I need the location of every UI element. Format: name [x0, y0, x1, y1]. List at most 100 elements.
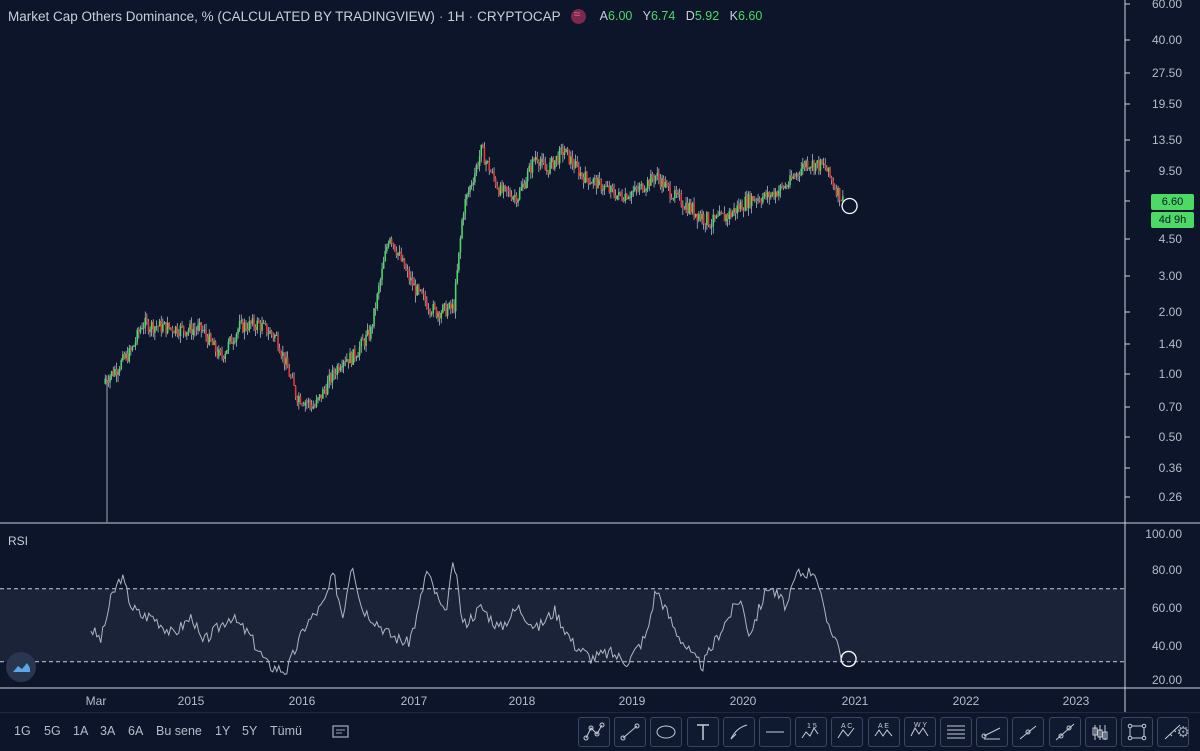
- candle-body: [550, 157, 553, 163]
- candle-body: [666, 182, 668, 184]
- long-line-tool-button[interactable]: [1048, 717, 1081, 747]
- candle-type-icon: [1092, 725, 1108, 740]
- candle-body: [171, 327, 174, 332]
- candle-body: [542, 158, 545, 164]
- candle-body: [389, 238, 391, 244]
- head-shoulders-icon: W Y: [910, 722, 929, 737]
- pattern-tool-button[interactable]: [578, 717, 610, 747]
- candle-body: [757, 198, 759, 201]
- candle-body: [312, 406, 315, 409]
- candle-body: [718, 211, 721, 216]
- candle-body: [610, 186, 612, 192]
- candle-body: [662, 178, 665, 188]
- candle-body: [747, 193, 750, 209]
- candle-body: [366, 329, 369, 335]
- candle-body: [827, 167, 830, 172]
- candle-body: [262, 322, 265, 324]
- candle-body: [378, 286, 380, 294]
- candle-body: [349, 352, 351, 364]
- candle-body: [216, 351, 219, 357]
- candle-body: [406, 269, 409, 272]
- line-tool-button[interactable]: [1012, 717, 1045, 747]
- candle-body: [531, 158, 534, 173]
- head-shoulders-tool-button[interactable]: W Y: [903, 717, 936, 747]
- abcd-pattern-tool-button[interactable]: A C: [831, 717, 864, 747]
- date-range-icon[interactable]: [332, 723, 350, 744]
- candle-body: [637, 188, 639, 191]
- settings-gear-icon[interactable]: ⚙: [1176, 724, 1190, 741]
- candle-body: [450, 302, 452, 309]
- ellipse-tool-button[interactable]: [650, 717, 683, 747]
- measure-tool-button[interactable]: [1157, 717, 1190, 747]
- timeframe-5y[interactable]: 5Y: [242, 724, 258, 738]
- candle-body: [598, 177, 601, 181]
- price-axis: 0.260.360.500.701.001.402.003.004.506.60…: [1125, 0, 1182, 504]
- candle-body: [398, 251, 401, 253]
- candle-body: [656, 173, 659, 176]
- candle-body: [646, 180, 649, 189]
- candle-body: [800, 168, 803, 176]
- candle-body: [821, 159, 823, 164]
- candle-type-tool-button[interactable]: [1084, 717, 1117, 747]
- candle-body: [483, 147, 486, 165]
- interval-label[interactable]: 1H: [447, 8, 465, 24]
- candle-body: [186, 332, 188, 336]
- price-tick-label: 19.50: [1152, 97, 1182, 111]
- close-value: 6.60: [737, 9, 763, 23]
- candle-body: [427, 308, 430, 310]
- candle-body: [811, 160, 814, 168]
- rsi-label[interactable]: RSI: [8, 534, 29, 548]
- candles-group: [104, 141, 858, 522]
- candle-body: [650, 174, 652, 186]
- timeframe-6a[interactable]: 6A: [128, 724, 144, 738]
- candle-body: [360, 338, 363, 347]
- fib-retracement-tool-button[interactable]: [940, 717, 972, 747]
- bar-countdown-tag: 4d 9h: [1151, 212, 1194, 228]
- elliott-wave-tool-button[interactable]: 1 5: [795, 717, 828, 747]
- horizontal-line-tool-button[interactable]: [759, 717, 791, 747]
- timeframe-all[interactable]: Tümü: [270, 724, 302, 738]
- candle-body: [768, 192, 771, 198]
- tradingview-logo[interactable]: [6, 652, 36, 682]
- candle-body: [806, 160, 809, 169]
- trend-line-tool-button[interactable]: [614, 717, 647, 747]
- symbol-title[interactable]: Market Cap Others Dominance, % (CALCULAT…: [8, 8, 435, 24]
- timeframe-1g[interactable]: 1G: [14, 724, 31, 738]
- candle-body: [416, 285, 419, 296]
- candle-body: [499, 184, 502, 196]
- candle-body: [555, 155, 558, 161]
- text-tool-button[interactable]: [686, 717, 719, 747]
- candle-body: [670, 197, 673, 200]
- candle-body: [307, 400, 310, 403]
- candle-body: [518, 190, 521, 200]
- ray-tool-button[interactable]: [976, 717, 1009, 747]
- candle-body: [339, 367, 342, 371]
- candle-body: [504, 185, 507, 187]
- candle-body: [778, 191, 780, 196]
- rectangle-tool-button[interactable]: [1121, 717, 1153, 747]
- candle-body: [645, 188, 647, 191]
- candle-body: [304, 402, 307, 406]
- candle-body: [826, 167, 828, 172]
- candle-body: [654, 175, 657, 182]
- candle-body: [275, 335, 278, 337]
- candle-body: [195, 329, 198, 331]
- timeframe-5g[interactable]: 5G: [44, 724, 61, 738]
- candle-body: [563, 152, 566, 156]
- candle-body: [490, 171, 492, 173]
- candle-body: [328, 374, 331, 382]
- timeframe-1a[interactable]: 1A: [73, 724, 89, 738]
- candle-body: [182, 326, 185, 332]
- timeframe-ytd[interactable]: Bu sene: [156, 724, 202, 738]
- timeframe-1y[interactable]: 1Y: [215, 724, 231, 738]
- brush-tool-button[interactable]: [722, 717, 755, 747]
- xabcd-pattern-tool-button[interactable]: A E: [867, 717, 900, 747]
- candle-body: [590, 183, 593, 185]
- candle-body: [214, 341, 217, 352]
- price-tick-label: 0.70: [1159, 400, 1183, 414]
- candle-body: [634, 187, 636, 191]
- candle-body: [712, 214, 715, 227]
- timeframe-3a[interactable]: 3A: [100, 724, 116, 738]
- candle-body: [211, 340, 214, 345]
